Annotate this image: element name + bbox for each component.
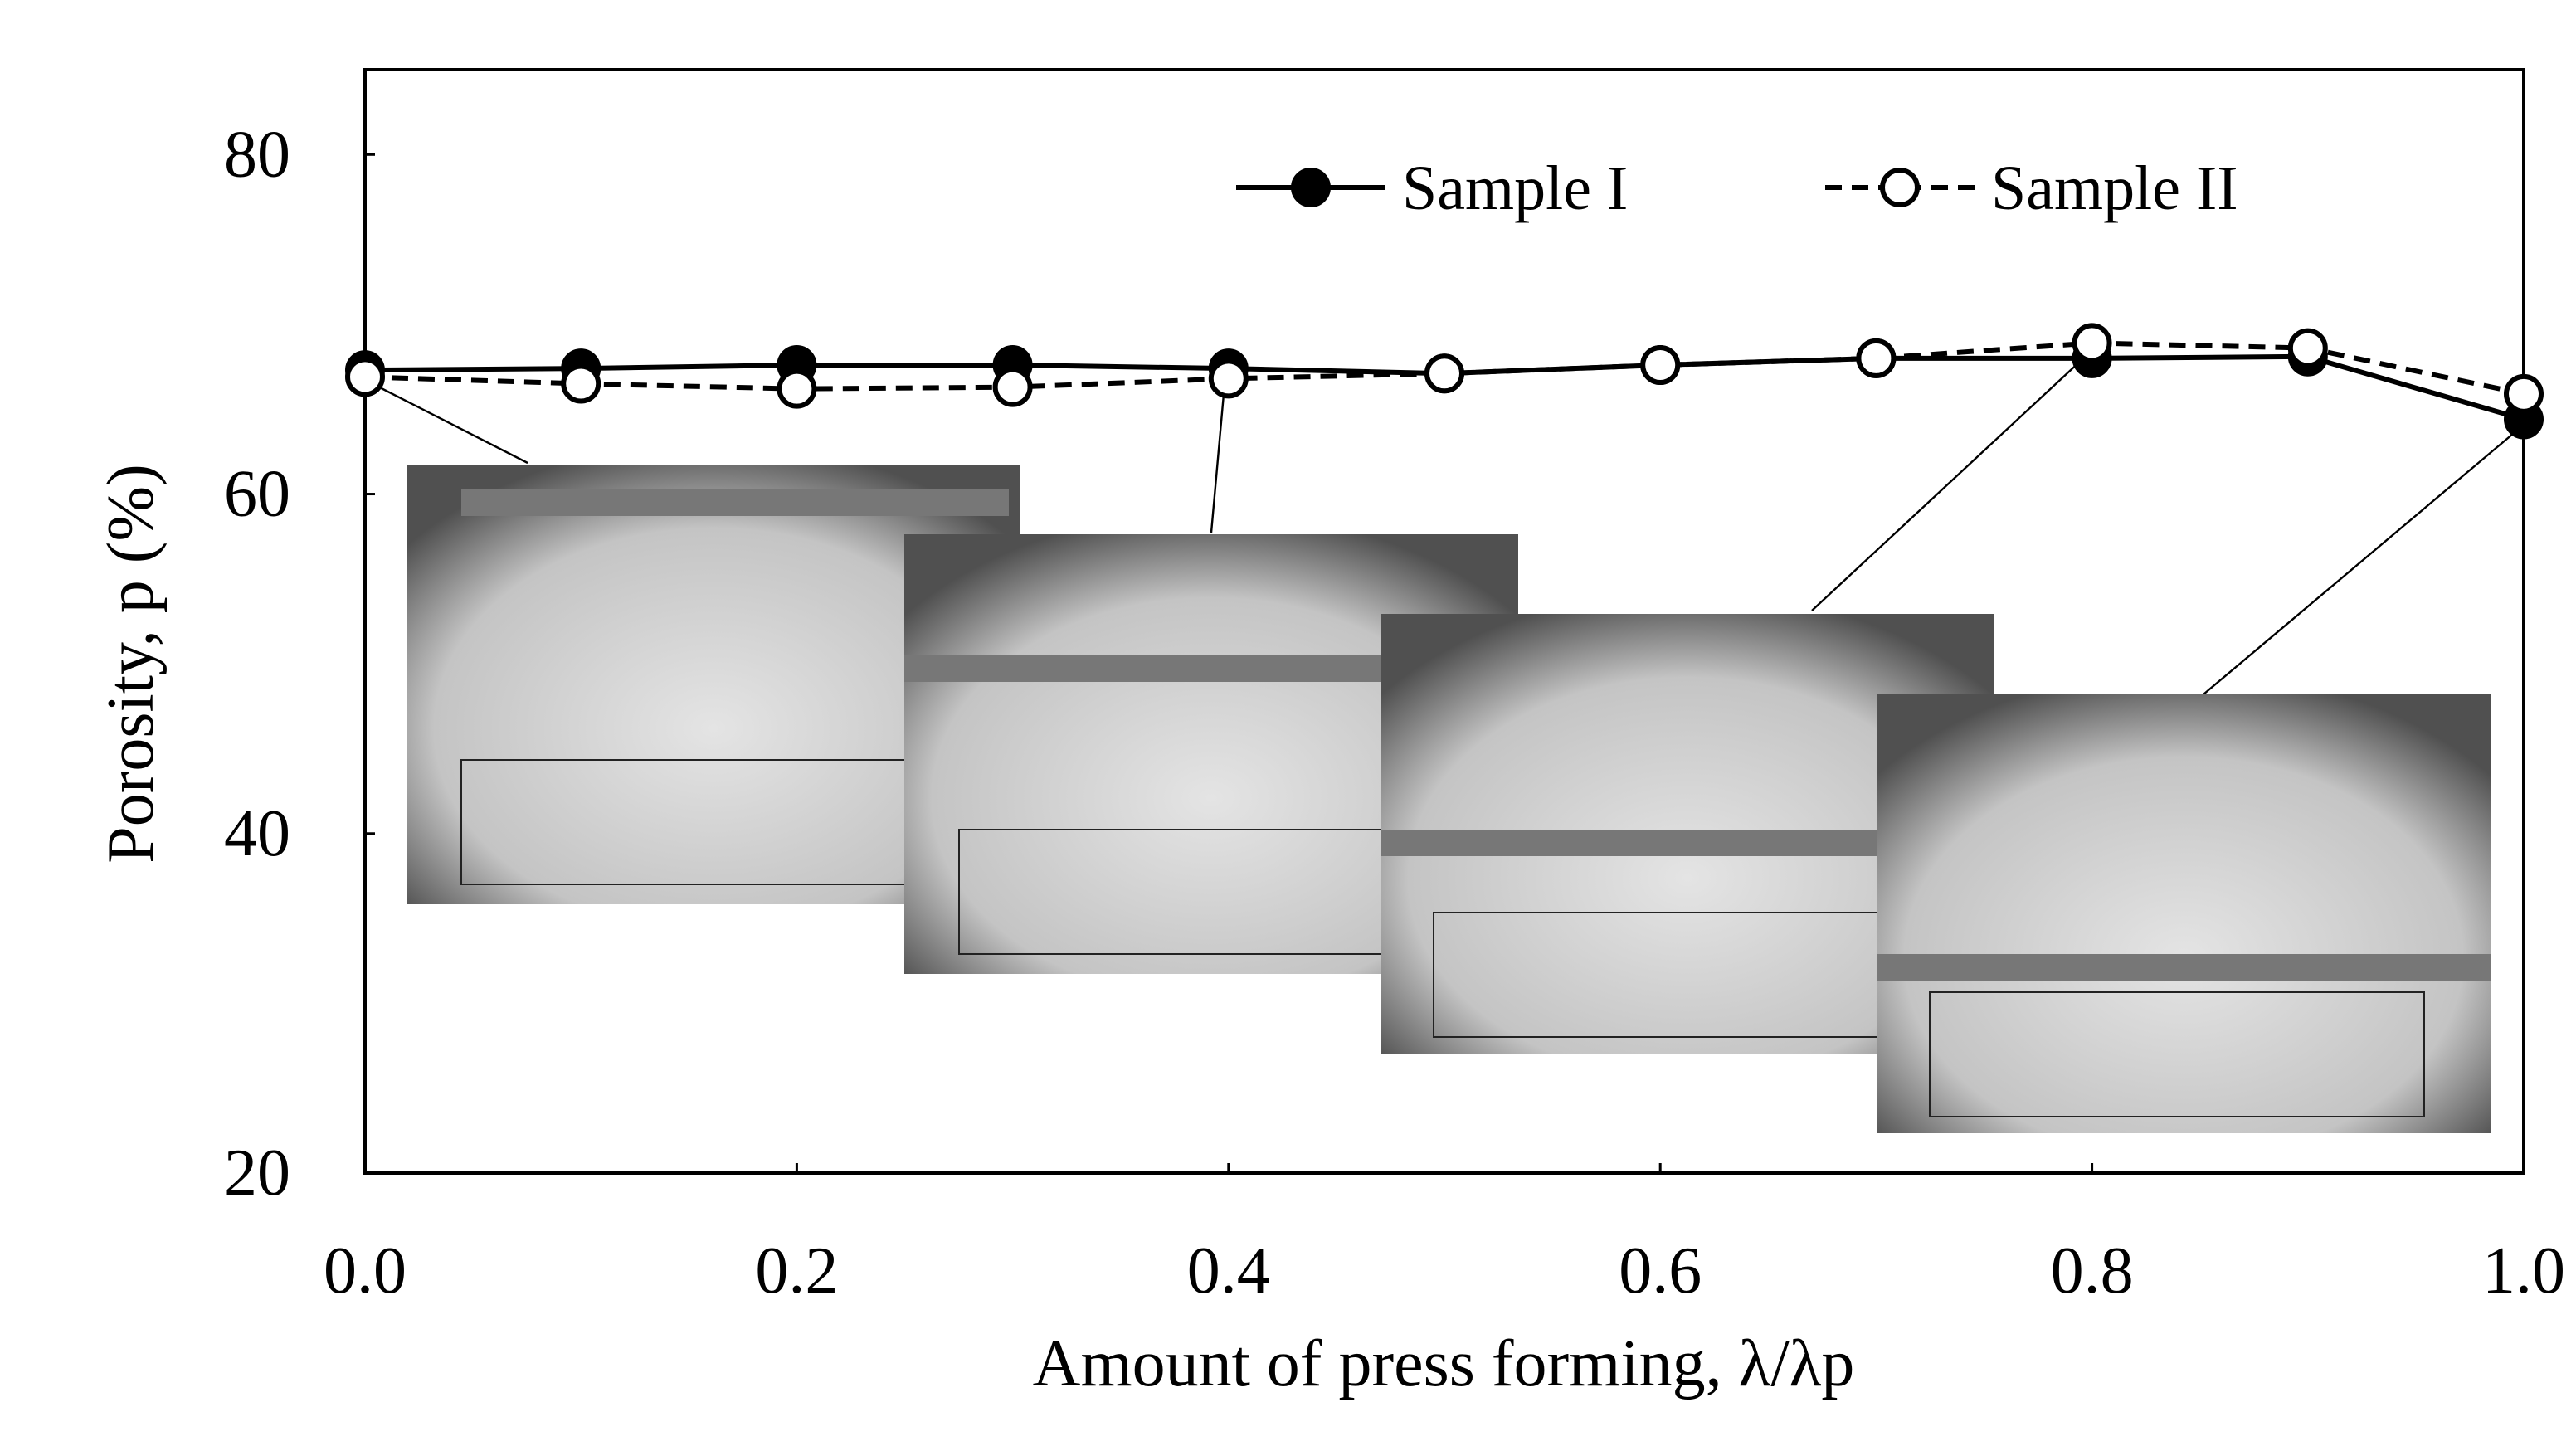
y-tick-label: 20 bbox=[224, 1137, 290, 1210]
x-tick-label: 0.6 bbox=[1619, 1234, 1702, 1307]
x-tick-label: 0.4 bbox=[1187, 1234, 1270, 1307]
x-tick-label: 0.0 bbox=[324, 1234, 407, 1307]
data-point bbox=[2287, 328, 2328, 368]
y-tick-label: 60 bbox=[224, 458, 290, 531]
x-tick-label: 0.2 bbox=[755, 1234, 838, 1307]
leader-line bbox=[364, 378, 528, 465]
legend-marker bbox=[1880, 168, 1920, 207]
leader-line bbox=[1811, 348, 2095, 611]
data-point bbox=[1208, 358, 1249, 399]
data-point bbox=[2072, 323, 2112, 363]
data-point bbox=[777, 368, 817, 409]
leader-line bbox=[1210, 384, 1226, 533]
data-point bbox=[2504, 373, 2544, 414]
leader-line bbox=[2198, 424, 2525, 699]
y-tick-label: 80 bbox=[224, 118, 290, 191]
x-tick-label: 1.0 bbox=[2482, 1234, 2565, 1307]
data-point bbox=[1424, 353, 1464, 394]
data-point bbox=[1640, 345, 1681, 386]
legend-marker bbox=[1291, 168, 1331, 207]
inset-photo bbox=[1877, 694, 2491, 1133]
legend-label: Sample I bbox=[1402, 153, 1628, 223]
legend-label: Sample II bbox=[1991, 153, 2238, 223]
data-point bbox=[1856, 338, 1897, 378]
x-tick-label: 0.8 bbox=[2051, 1234, 2134, 1307]
data-point bbox=[561, 363, 601, 404]
data-point bbox=[345, 357, 385, 397]
series-line bbox=[364, 340, 2525, 397]
y-tick-label: 40 bbox=[224, 797, 290, 870]
data-point bbox=[992, 367, 1033, 407]
x-axis-label: Amount of press forming, λ/λp bbox=[1033, 1327, 1855, 1400]
inset-photos bbox=[364, 348, 2525, 1133]
plot-frame bbox=[363, 68, 2525, 1175]
y-axis-label: Porosity, p (%) bbox=[95, 464, 168, 863]
